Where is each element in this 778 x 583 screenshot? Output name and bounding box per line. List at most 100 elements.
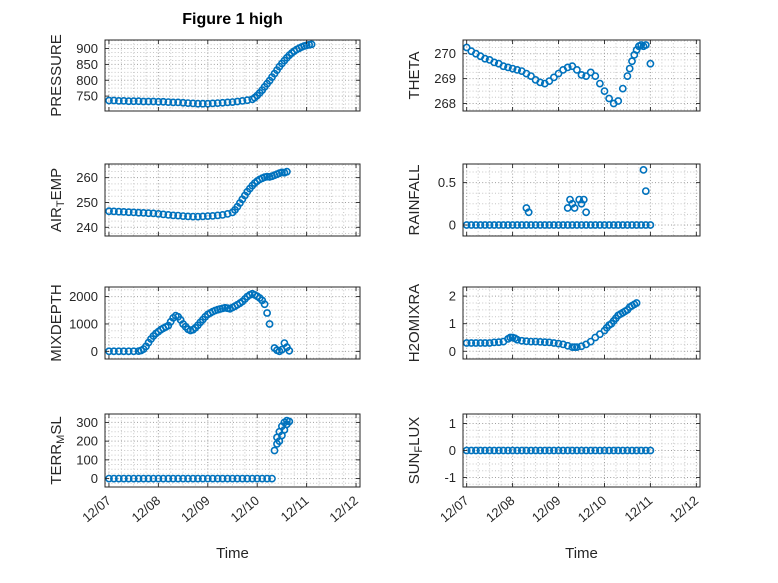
data-point <box>233 97 242 106</box>
data-point <box>632 221 641 229</box>
data-point <box>499 62 508 71</box>
data-point <box>260 300 269 309</box>
data-point <box>600 87 609 95</box>
data-point <box>481 221 489 229</box>
data-point <box>193 99 202 108</box>
data-point <box>198 212 207 221</box>
y-tick-label: 0 <box>449 443 456 458</box>
data-point <box>490 58 499 67</box>
data-point <box>504 446 512 455</box>
data-point <box>490 446 499 455</box>
data-point <box>559 340 567 349</box>
data-points <box>462 299 641 351</box>
y-tick-label: 269 <box>434 71 456 86</box>
data-point <box>208 99 217 108</box>
data-point <box>193 474 202 483</box>
data-point <box>504 63 512 72</box>
data-point <box>618 221 627 229</box>
data-point <box>233 474 242 483</box>
data-point <box>577 221 586 229</box>
data-point <box>490 221 499 229</box>
data-point <box>144 474 153 483</box>
time-axis-label-left: Time <box>216 545 249 562</box>
data-point <box>536 221 545 229</box>
x-tick-label: 12/11 <box>278 493 312 525</box>
data-point <box>485 221 494 229</box>
data-point <box>527 446 535 455</box>
subplot-rainfall: 0 0.5 RAINFALL <box>406 163 701 237</box>
data-points <box>462 446 655 455</box>
data-point <box>637 446 646 455</box>
data-point <box>228 98 237 106</box>
y-tick-label: 1 <box>449 416 456 431</box>
data-point <box>124 97 133 106</box>
data-point <box>119 97 128 105</box>
y-tick-label: 0.5 <box>438 175 456 190</box>
y-tick-label: 1 <box>449 316 456 331</box>
data-point <box>637 221 646 229</box>
data-points <box>462 41 655 108</box>
y-tick-label: 750 <box>76 89 98 104</box>
data-point <box>189 212 197 221</box>
data-point <box>243 96 252 105</box>
data-point <box>471 339 480 347</box>
data-point <box>129 97 138 106</box>
data-point <box>285 346 294 355</box>
data-point <box>218 210 227 219</box>
data-point <box>568 446 577 455</box>
data-point <box>124 208 133 217</box>
data-point <box>218 98 227 107</box>
y-axis-title: SUNFLUX <box>406 417 425 485</box>
data-point <box>513 446 522 455</box>
data-point <box>646 446 655 455</box>
data-point <box>623 446 632 455</box>
data-point <box>238 474 247 483</box>
data-point <box>554 446 563 455</box>
figure-title: Figure 1 high <box>182 11 283 28</box>
subplot-theta: 268 269 270 THETA <box>406 39 701 112</box>
data-point <box>149 97 158 106</box>
data-point <box>149 209 158 218</box>
axes-box <box>104 286 361 360</box>
data-point <box>208 211 217 220</box>
data-point <box>184 474 192 483</box>
data-point <box>504 221 512 229</box>
data-point <box>618 84 627 93</box>
y-tick-label: 1000 <box>69 316 98 331</box>
time-axis-label-right: Time <box>565 545 598 562</box>
data-point <box>159 97 168 106</box>
data-point <box>228 474 237 483</box>
y-tick-label: 268 <box>434 96 456 111</box>
data-point <box>467 339 476 347</box>
data-point <box>174 98 182 107</box>
data-point <box>490 338 499 347</box>
y-tick-label: -1 <box>444 470 456 485</box>
axes-box <box>462 163 701 237</box>
data-point <box>213 99 222 107</box>
data-point <box>531 221 540 229</box>
data-point <box>169 98 178 107</box>
data-point <box>462 43 471 52</box>
data-point <box>522 446 531 455</box>
y-tick-label: 240 <box>76 220 98 235</box>
data-point <box>591 221 600 229</box>
data-point <box>179 212 187 220</box>
data-point <box>517 336 526 345</box>
axes-box <box>104 163 361 237</box>
data-point <box>545 77 554 85</box>
data-point <box>527 72 535 80</box>
data-point <box>129 474 138 483</box>
data-point <box>114 347 123 356</box>
data-point <box>536 337 545 346</box>
y-tick-label: 200 <box>76 434 98 449</box>
data-point <box>105 96 113 105</box>
data-point <box>119 207 128 216</box>
data-point <box>570 204 579 212</box>
y-tick-label: 850 <box>76 57 98 72</box>
x-tick-label: 12/07 <box>79 493 114 525</box>
data-point <box>577 71 586 79</box>
data-point <box>485 339 494 347</box>
data-point <box>573 343 581 351</box>
